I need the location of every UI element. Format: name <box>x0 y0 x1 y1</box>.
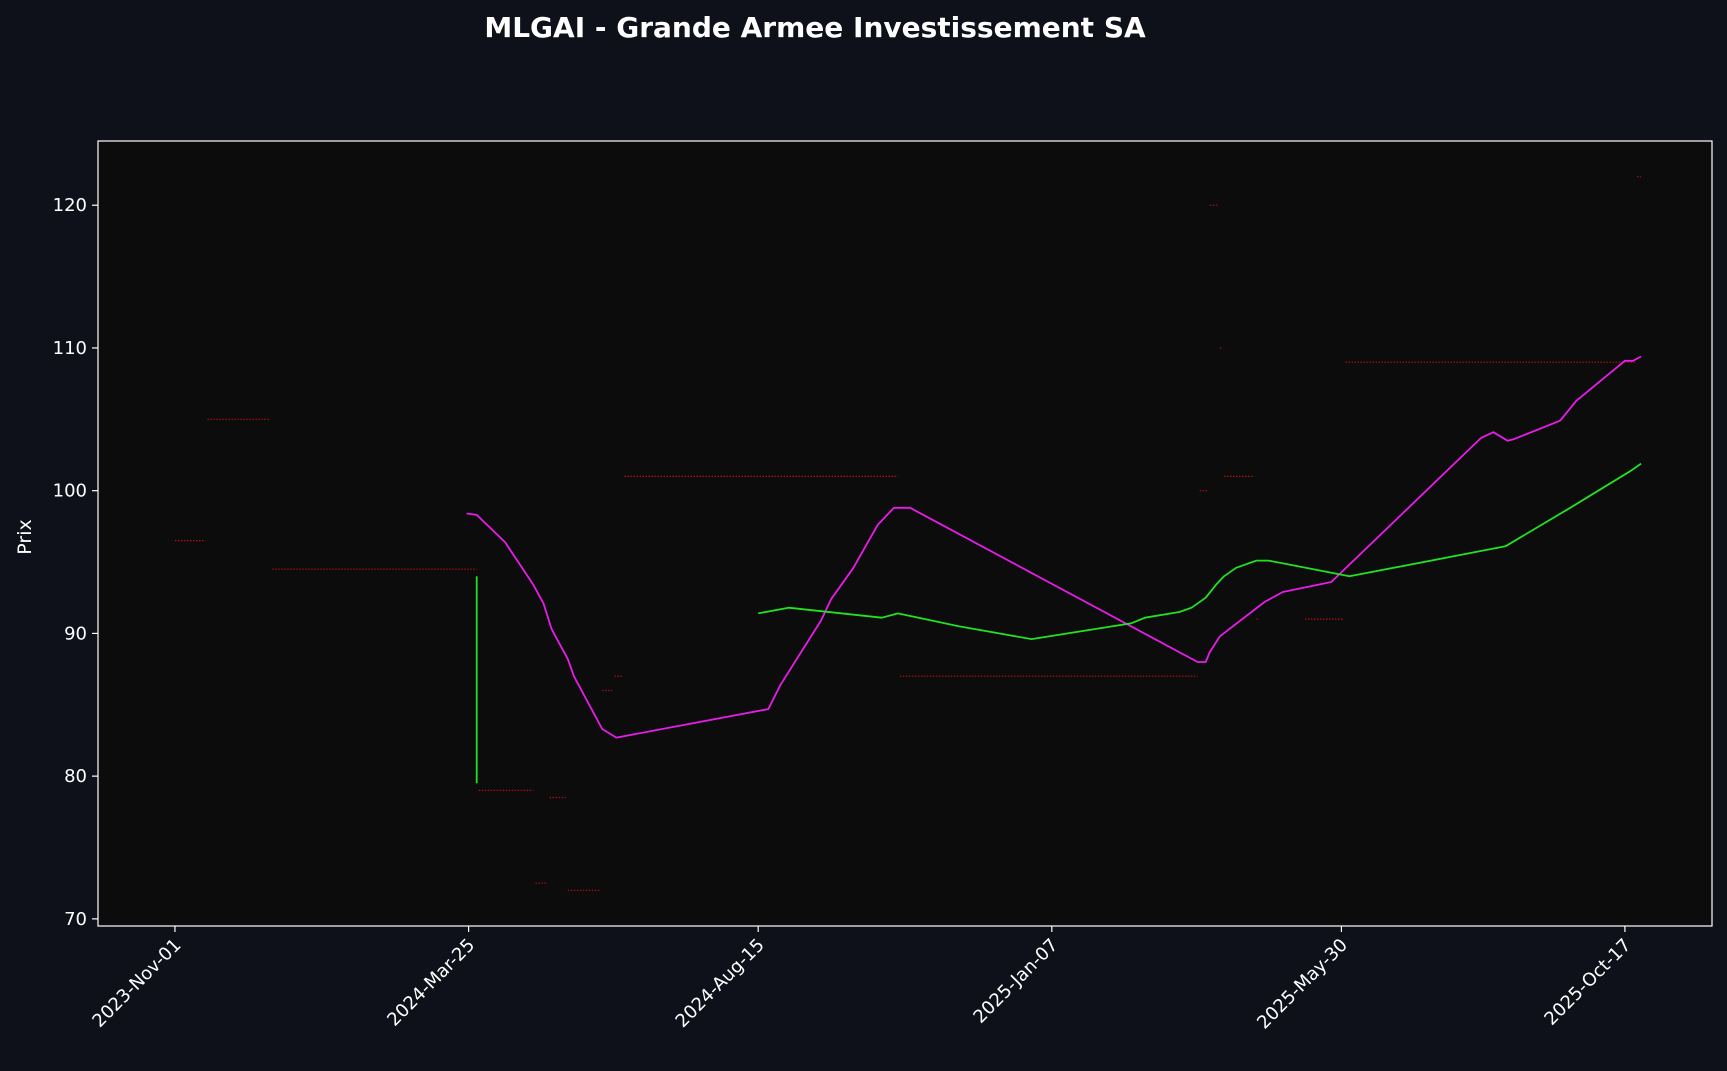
plot-frame <box>97 140 1713 927</box>
y-tick-label: 120 <box>53 195 87 216</box>
y-tick-label: 100 <box>53 481 87 502</box>
series-line-2 <box>758 462 1642 640</box>
y-axis-label: Prix <box>14 519 36 554</box>
y-tick-label: 90 <box>64 623 87 644</box>
series-line-1 <box>466 355 1642 739</box>
series-layer <box>175 176 1642 891</box>
y-tick-label: 80 <box>64 766 87 787</box>
chart-title: MLGAI - Grande Armee Investissement SA <box>484 11 1146 44</box>
plot-area <box>98 141 1712 926</box>
y-tick-label: 110 <box>53 338 87 359</box>
y-tick-label: 70 <box>64 909 87 930</box>
